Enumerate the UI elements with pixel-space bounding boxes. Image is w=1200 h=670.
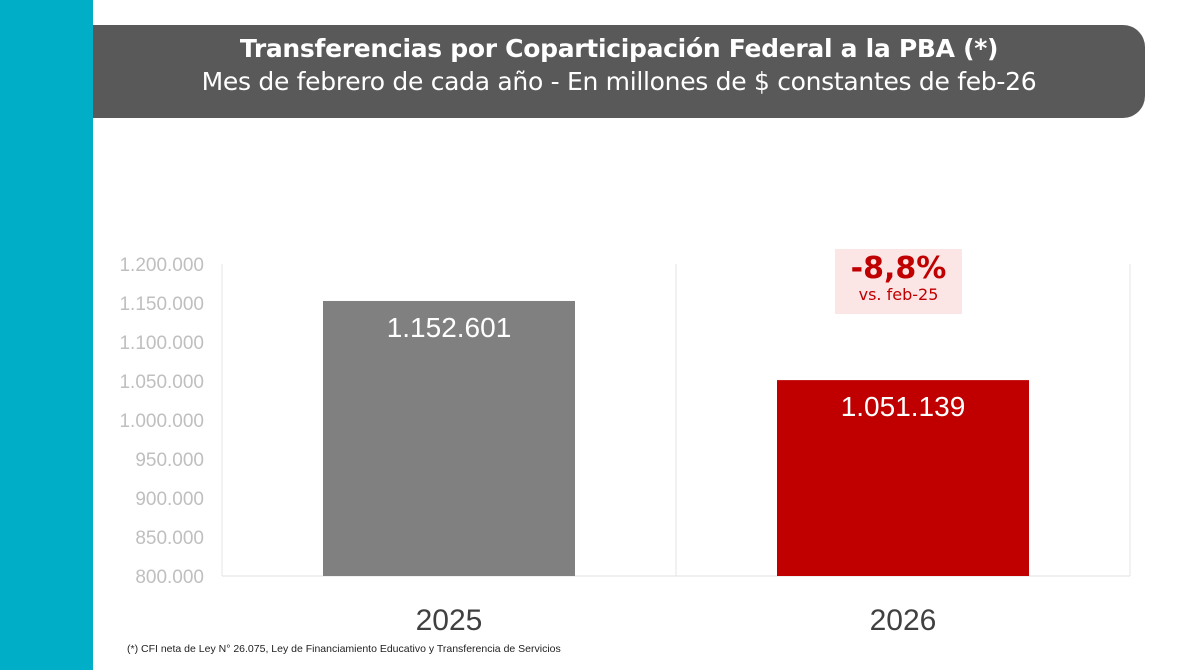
title-banner: Transferencias por Coparticipación Feder… <box>93 25 1145 118</box>
chart-title: Transferencias por Coparticipación Feder… <box>239 34 999 63</box>
bar-2026 <box>777 380 1029 576</box>
bar-2025 <box>323 300 575 576</box>
y-tick-label: 1.150.000 <box>119 294 204 315</box>
y-tick-label: 950.000 <box>135 450 204 471</box>
bar-value-label: 1.152.601 <box>387 312 512 343</box>
y-tick-label: 900.000 <box>135 489 204 510</box>
y-tick-label: 1.000.000 <box>119 411 204 432</box>
y-tick-label: 1.050.000 <box>119 372 204 393</box>
x-tick-label: 2025 <box>416 604 483 637</box>
footnote: (*) CFI neta de Ley N° 26.075, Ley de Fi… <box>127 643 561 655</box>
y-tick-label: 1.200.000 <box>119 255 204 276</box>
change-percent: -8,8% <box>850 251 947 286</box>
chart-subtitle: Mes de febrero de cada año - En millones… <box>201 67 1037 96</box>
x-tick-label: 2026 <box>870 604 937 637</box>
y-tick-label: 850.000 <box>135 528 204 549</box>
accent-strip <box>0 0 93 670</box>
y-tick-label: 1.100.000 <box>119 333 204 354</box>
change-badge: -8,8% vs. feb-25 <box>835 249 962 314</box>
bar-value-label: 1.051.139 <box>841 391 966 422</box>
change-label: vs. feb-25 <box>858 285 939 304</box>
y-tick-label: 800.000 <box>135 567 204 588</box>
